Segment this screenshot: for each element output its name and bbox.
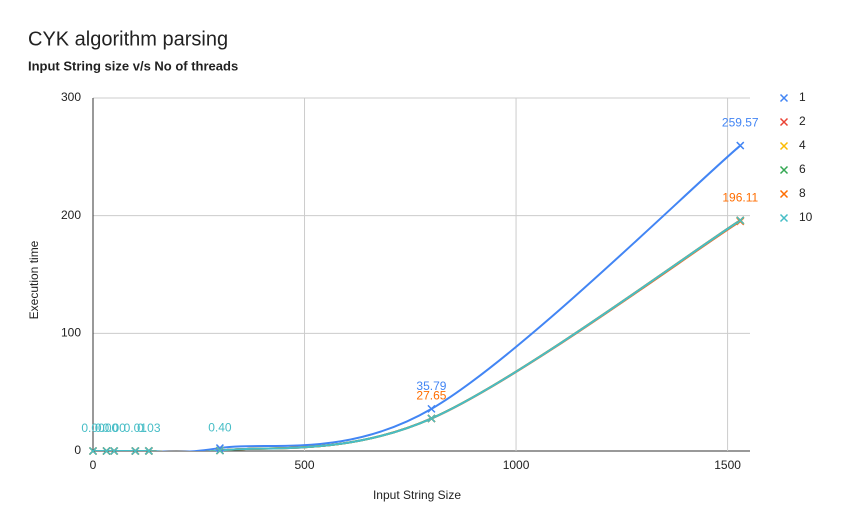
- data-label: 27.65: [416, 389, 446, 403]
- marker: [736, 216, 745, 225]
- x-tick-label: 1500: [714, 458, 741, 472]
- marker: [144, 446, 153, 455]
- y-tick-label: 0: [74, 443, 81, 457]
- data-label: 0.01: [124, 421, 148, 435]
- marker: [102, 446, 111, 456]
- y-tick-label: 300: [61, 90, 81, 104]
- plot-area: [93, 144, 741, 451]
- data-label: 0.00: [95, 421, 119, 435]
- legend-label: 4: [799, 138, 806, 152]
- legend-marker: [779, 117, 789, 127]
- legend-marker: [779, 141, 789, 151]
- chart-title: CYK algorithm parsing: [28, 28, 228, 50]
- x-tick-label: 0: [90, 458, 97, 472]
- legend-marker: [779, 213, 789, 223]
- marker: [736, 141, 745, 150]
- legend-marker: [779, 93, 789, 103]
- data-label: 35.79: [416, 379, 446, 393]
- data-label: 259.57: [722, 116, 759, 130]
- legend-label: 2: [799, 114, 806, 128]
- chart-subtitle: Input String size v/s No of threads: [28, 58, 238, 73]
- data-label: 196.11: [722, 190, 758, 204]
- marker: [427, 404, 436, 413]
- data-label: 0.40: [208, 421, 232, 435]
- y-tick-label: 200: [61, 208, 81, 222]
- data-label: 0.03: [137, 421, 161, 435]
- data-label: 0.00: [102, 421, 126, 435]
- y-axis-label: Execution time: [27, 240, 41, 319]
- marker: [427, 414, 436, 423]
- legend-label: 8: [799, 186, 806, 200]
- marker: [215, 444, 224, 453]
- series-line: [93, 144, 741, 451]
- marker: [110, 446, 119, 456]
- x-tick-label: 500: [295, 458, 315, 472]
- marker: [215, 446, 224, 455]
- x-tick-label: 1000: [503, 458, 530, 472]
- marker: [88, 446, 98, 456]
- y-tick-label: 100: [61, 326, 81, 340]
- x-axis-label: Input String Size: [373, 488, 461, 502]
- legend-marker: [779, 165, 789, 175]
- legend-label: 1: [799, 90, 806, 104]
- legend-label: 6: [799, 162, 806, 176]
- legend-marker: [779, 189, 789, 199]
- legend-label: 10: [799, 210, 813, 224]
- series-line: [93, 219, 741, 451]
- data-label: 0.00: [81, 421, 105, 435]
- marker: [131, 446, 140, 456]
